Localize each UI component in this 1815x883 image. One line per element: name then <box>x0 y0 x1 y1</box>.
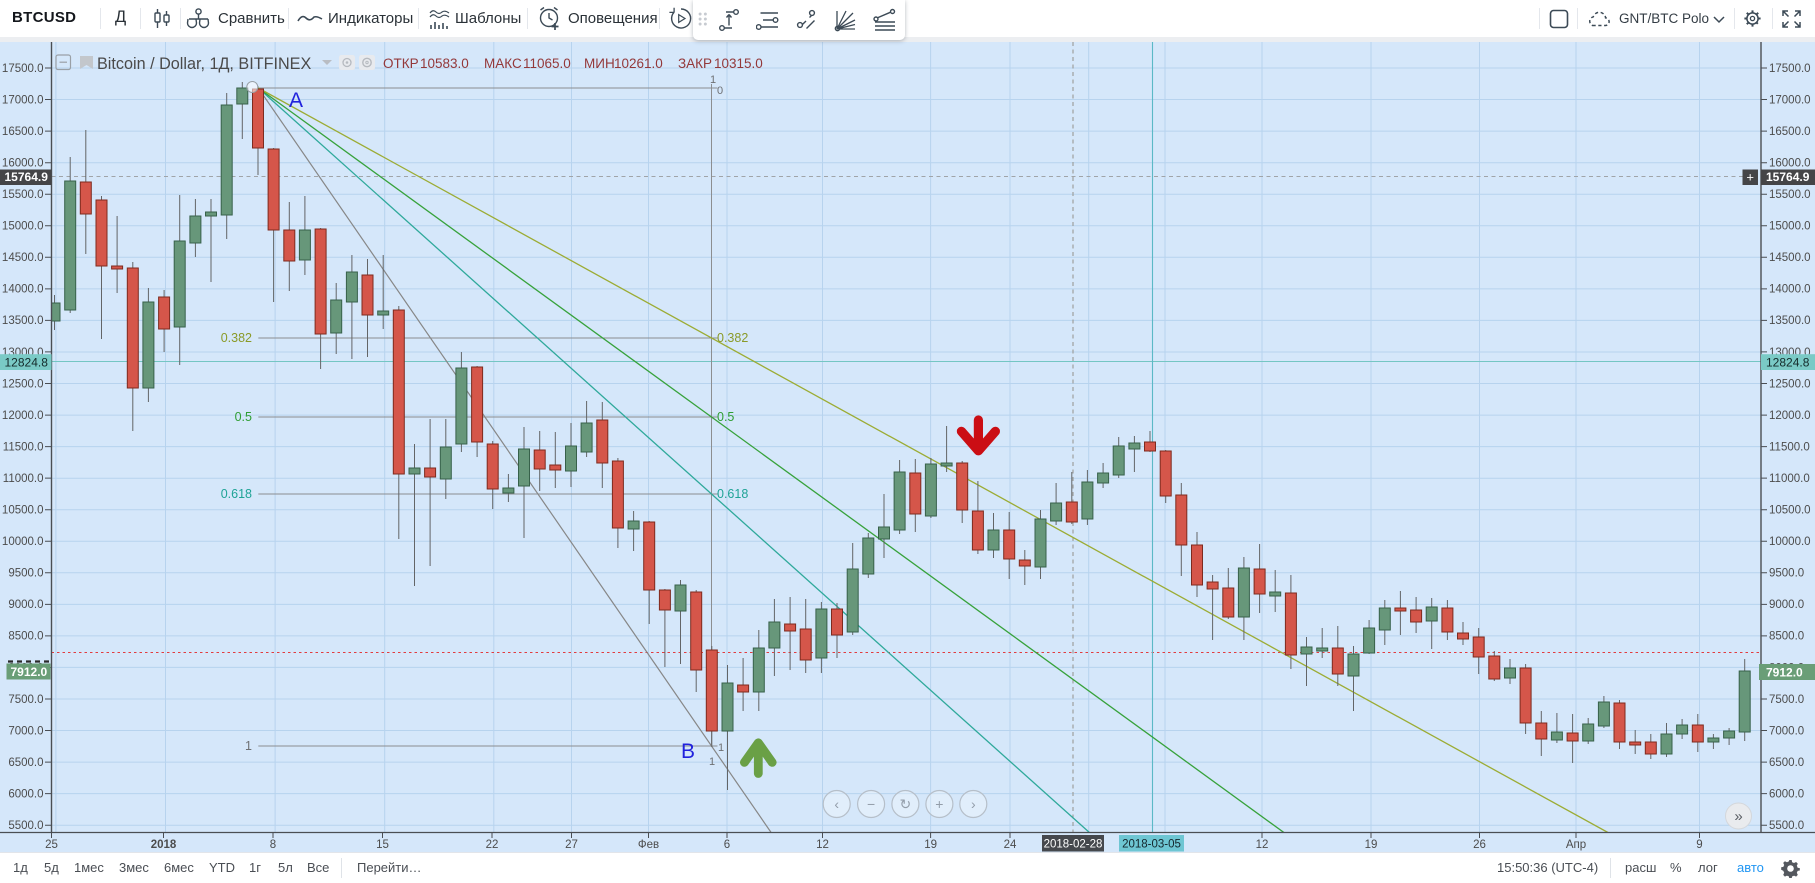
svg-text:ЗАКР: ЗАКР <box>678 56 712 71</box>
svg-text:15: 15 <box>376 839 389 851</box>
svg-text:»: » <box>1734 808 1742 825</box>
svg-text:12: 12 <box>816 839 829 851</box>
svg-text:5500.0: 5500.0 <box>1769 820 1804 832</box>
svg-text:15000.0: 15000.0 <box>2 221 44 233</box>
svg-text:10000.0: 10000.0 <box>2 536 44 548</box>
svg-text:10261.0: 10261.0 <box>614 56 663 71</box>
svg-text:0.382: 0.382 <box>221 331 252 345</box>
svg-text:7000.0: 7000.0 <box>1769 725 1804 737</box>
svg-text:0.5: 0.5 <box>717 410 734 424</box>
svg-text:26: 26 <box>1473 839 1486 851</box>
svg-text:0.382: 0.382 <box>717 331 748 345</box>
svg-text:8: 8 <box>270 839 276 851</box>
svg-text:10500.0: 10500.0 <box>1769 505 1811 517</box>
svg-text:10583.0: 10583.0 <box>420 56 469 71</box>
svg-text:6000.0: 6000.0 <box>8 788 43 800</box>
svg-text:17500.0: 17500.0 <box>1769 63 1811 75</box>
svg-text:7912.0: 7912.0 <box>11 665 48 679</box>
svg-text:9500.0: 9500.0 <box>1769 568 1804 580</box>
svg-text:Фев: Фев <box>638 839 659 851</box>
svg-text:8500.0: 8500.0 <box>8 631 43 643</box>
svg-text:25: 25 <box>45 839 58 851</box>
svg-text:14000.0: 14000.0 <box>1769 284 1811 296</box>
svg-text:Bitcoin / Dollar, 1Д, BITFINEX: Bitcoin / Dollar, 1Д, BITFINEX <box>97 55 311 73</box>
svg-text:МАКС: МАКС <box>484 56 522 71</box>
svg-text:17500.0: 17500.0 <box>2 63 44 75</box>
svg-text:2018: 2018 <box>151 839 177 851</box>
svg-text:9000.0: 9000.0 <box>8 599 43 611</box>
svg-text:1: 1 <box>710 74 716 86</box>
svg-text:11000.0: 11000.0 <box>1769 473 1810 485</box>
svg-text:МИН: МИН <box>584 56 615 71</box>
svg-text:9000.0: 9000.0 <box>1769 599 1804 611</box>
svg-text:7000.0: 7000.0 <box>8 725 43 737</box>
svg-text:6000.0: 6000.0 <box>1769 788 1804 800</box>
svg-text:12000.0: 12000.0 <box>2 410 44 422</box>
svg-text:‹: ‹ <box>834 796 839 812</box>
svg-text:12500.0: 12500.0 <box>2 378 44 390</box>
svg-text:12000.0: 12000.0 <box>1769 410 1811 422</box>
svg-text:11500.0: 11500.0 <box>1769 441 1810 453</box>
svg-text:10315.0: 10315.0 <box>714 56 763 71</box>
svg-text:10000.0: 10000.0 <box>1769 536 1811 548</box>
svg-text:2018-03-05: 2018-03-05 <box>1122 839 1181 851</box>
svg-text:17000.0: 17000.0 <box>1769 94 1811 106</box>
svg-text:7912.0: 7912.0 <box>1766 666 1803 680</box>
svg-text:12: 12 <box>1256 839 1269 851</box>
svg-text:6: 6 <box>724 839 730 851</box>
svg-text:8500.0: 8500.0 <box>1769 631 1804 643</box>
svg-text:↻: ↻ <box>900 796 912 812</box>
svg-text:9500.0: 9500.0 <box>8 568 43 580</box>
svg-text:15000.0: 15000.0 <box>1769 221 1811 233</box>
svg-text:14000.0: 14000.0 <box>2 284 44 296</box>
svg-text:7500.0: 7500.0 <box>1769 694 1804 706</box>
svg-text:›: › <box>971 796 976 812</box>
svg-text:11065.0: 11065.0 <box>523 56 571 71</box>
svg-text:11500.0: 11500.0 <box>3 441 44 453</box>
svg-text:15500.0: 15500.0 <box>1769 189 1811 201</box>
svg-text:0.5: 0.5 <box>235 410 252 424</box>
svg-text:13500.0: 13500.0 <box>2 315 44 327</box>
svg-text:1: 1 <box>709 756 715 768</box>
svg-text:Апр: Апр <box>1566 839 1586 851</box>
svg-text:16000.0: 16000.0 <box>2 157 44 169</box>
svg-text:+: + <box>935 796 943 812</box>
svg-text:14500.0: 14500.0 <box>2 252 44 264</box>
svg-text:16500.0: 16500.0 <box>2 126 44 138</box>
svg-text:11000.0: 11000.0 <box>3 473 44 485</box>
svg-text:19: 19 <box>924 839 937 851</box>
svg-text:22: 22 <box>486 839 499 851</box>
svg-text:19: 19 <box>1365 839 1378 851</box>
svg-text:15764.9: 15764.9 <box>5 170 49 184</box>
svg-text:1: 1 <box>245 739 252 753</box>
svg-text:2018-02-28: 2018-02-28 <box>1044 839 1103 851</box>
svg-text:12500.0: 12500.0 <box>1769 378 1811 390</box>
svg-text:6500.0: 6500.0 <box>1769 757 1804 769</box>
svg-text:24: 24 <box>1004 839 1017 851</box>
svg-text:0: 0 <box>717 85 723 97</box>
svg-text:10500.0: 10500.0 <box>2 505 44 517</box>
svg-text:9: 9 <box>1696 839 1702 851</box>
svg-text:15764.9: 15764.9 <box>1766 170 1810 184</box>
svg-text:12824.8: 12824.8 <box>1766 355 1810 369</box>
svg-text:16000.0: 16000.0 <box>1769 157 1811 169</box>
svg-text:15500.0: 15500.0 <box>2 189 44 201</box>
svg-text:5500.0: 5500.0 <box>8 820 43 832</box>
svg-text:17000.0: 17000.0 <box>2 94 44 106</box>
svg-text:13500.0: 13500.0 <box>1769 315 1811 327</box>
svg-text:0.618: 0.618 <box>717 487 748 501</box>
svg-text:A: A <box>289 89 303 112</box>
svg-text:+: + <box>1746 170 1754 185</box>
svg-text:1: 1 <box>718 742 724 754</box>
svg-text:27: 27 <box>565 839 578 851</box>
svg-text:14500.0: 14500.0 <box>1769 252 1811 264</box>
svg-text:ОТКР: ОТКР <box>383 56 419 71</box>
svg-text:7500.0: 7500.0 <box>8 694 43 706</box>
svg-text:6500.0: 6500.0 <box>8 757 43 769</box>
svg-text:16500.0: 16500.0 <box>1769 126 1811 138</box>
svg-text:−: − <box>867 796 875 812</box>
svg-text:12824.8: 12824.8 <box>5 355 49 369</box>
svg-text:B: B <box>681 740 695 763</box>
svg-text:0.618: 0.618 <box>221 487 252 501</box>
